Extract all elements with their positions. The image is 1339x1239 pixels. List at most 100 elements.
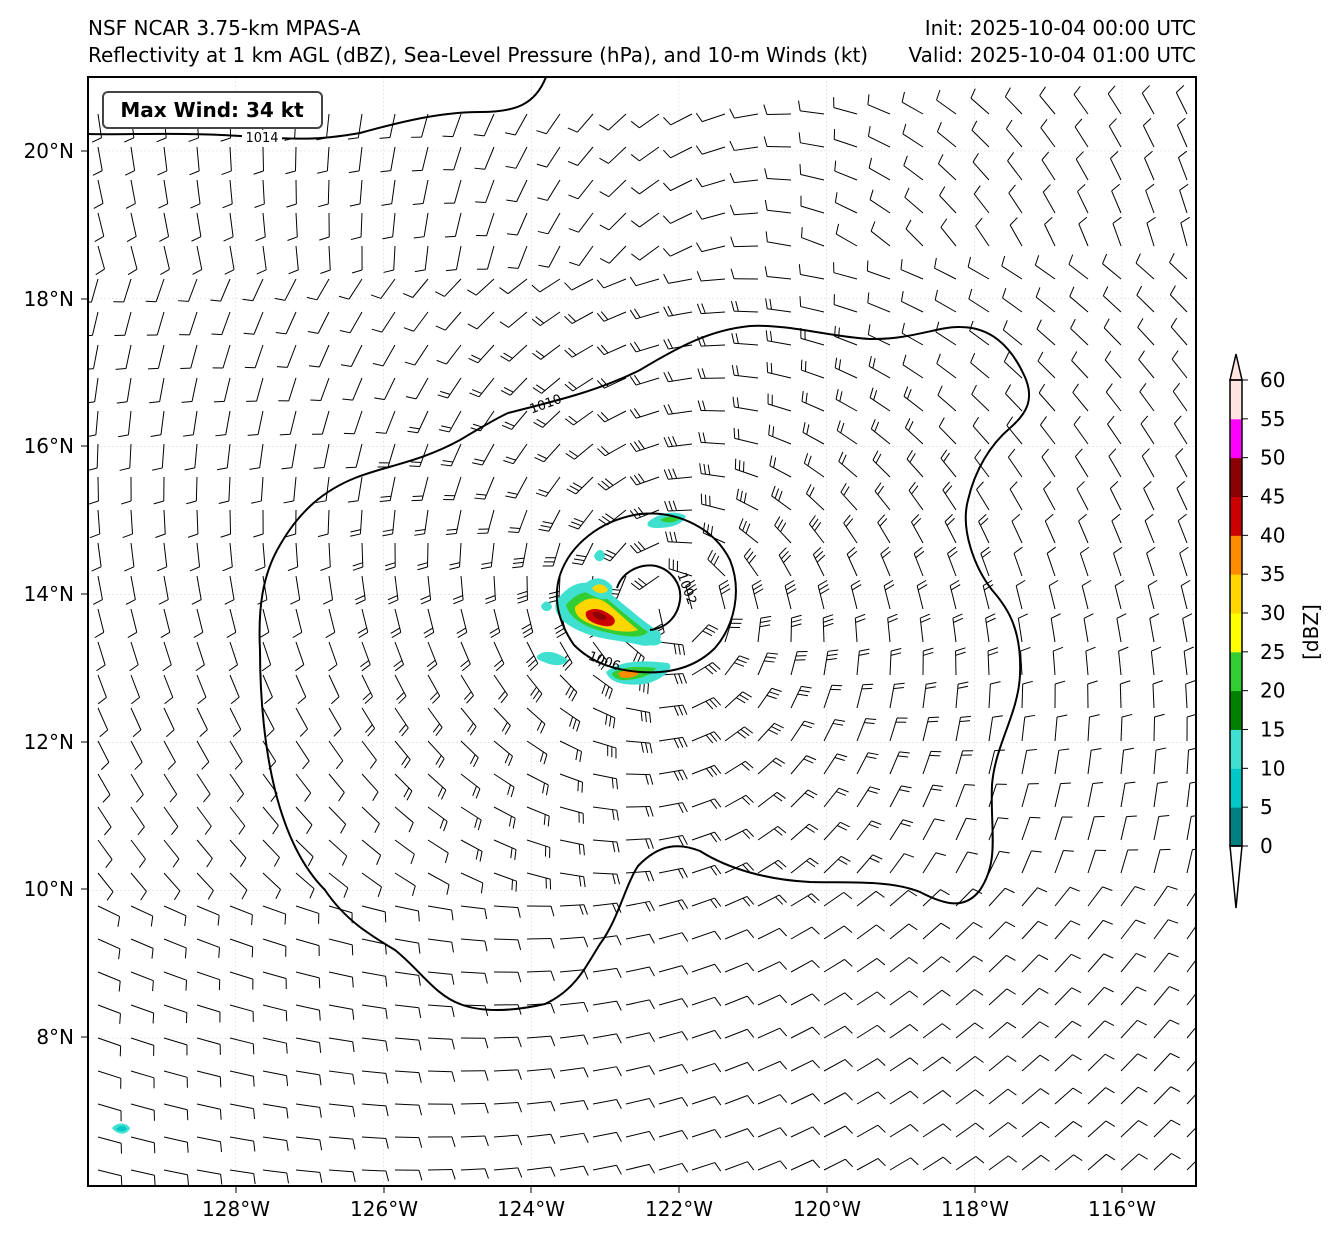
barb-feather — [1009, 217, 1018, 226]
barb-feather — [564, 383, 574, 392]
barb-feather — [1120, 680, 1131, 685]
wind-barb — [394, 773, 413, 801]
barb-feather — [893, 686, 904, 690]
barb-feather — [418, 1040, 422, 1051]
wind-barb — [503, 443, 528, 465]
barb-feather — [1083, 613, 1094, 619]
wind-barb — [630, 212, 660, 228]
barb-feather — [702, 630, 713, 637]
barb-feather — [582, 844, 585, 856]
barb-staff — [130, 1169, 155, 1176]
barb-staff — [222, 344, 231, 369]
barb-feather — [1105, 1120, 1116, 1127]
wind-barb — [597, 410, 627, 423]
wind-barb — [97, 806, 112, 836]
barb-feather — [1203, 1053, 1212, 1057]
wind-barb — [658, 834, 688, 846]
barb-staff — [196, 146, 200, 171]
barb-feather — [440, 464, 452, 467]
barb-feather — [681, 1097, 689, 1107]
wind-barb — [130, 839, 146, 868]
wind-barb — [427, 1136, 456, 1147]
wind-barb — [468, 344, 495, 364]
barb-feather — [517, 972, 522, 983]
wind-barb — [262, 1103, 289, 1119]
barb-staff — [823, 1059, 846, 1072]
barb-staff — [1054, 886, 1071, 907]
wind-barb — [382, 212, 396, 240]
barb-staff — [608, 146, 627, 164]
wind-barb — [1186, 992, 1196, 1006]
barb-staff — [988, 1021, 1008, 1039]
wind-barb — [757, 791, 786, 808]
barb-staff — [767, 276, 792, 280]
wind-barb — [92, 575, 103, 605]
wind-barb — [444, 212, 462, 238]
title-fields: Reflectivity at 1 km AGL (dBZ), Sea-Leve… — [88, 43, 869, 67]
wind-barb — [1120, 1019, 1147, 1039]
barb-feather — [230, 696, 240, 705]
barb-staff — [658, 1064, 683, 1072]
barb-feather — [809, 857, 819, 865]
wind-barb — [812, 547, 826, 577]
barb-staff — [1021, 750, 1028, 775]
barb-feather — [940, 218, 948, 228]
barb-staff — [970, 362, 990, 379]
wind-barb — [242, 278, 264, 302]
barb-staff — [262, 1037, 287, 1044]
barb-feather — [1170, 1119, 1181, 1126]
wind-barb — [328, 1004, 355, 1020]
wind-barb — [351, 245, 363, 274]
barb-staff — [790, 1126, 813, 1138]
barb-feather — [710, 799, 718, 809]
wind-barb — [387, 575, 399, 605]
wind-barb — [460, 707, 477, 736]
barb-feather — [645, 774, 649, 785]
barb-feather — [372, 363, 384, 367]
barb-feather — [505, 165, 517, 169]
wind-barb — [658, 899, 689, 911]
barb-staff — [361, 872, 382, 888]
barb-feather — [1103, 318, 1110, 329]
barb-feather — [697, 400, 702, 411]
barb-staff — [608, 212, 627, 231]
barb-feather — [286, 1107, 289, 1119]
barb-staff — [394, 971, 419, 976]
barb-feather — [498, 690, 506, 700]
barb-staff — [493, 1167, 518, 1171]
barb-feather — [1135, 919, 1146, 925]
barb-staff — [889, 889, 909, 907]
wind-barb — [493, 806, 516, 829]
barb-staff — [867, 270, 891, 280]
wind-barb — [856, 1124, 886, 1138]
barb-staff — [658, 1129, 683, 1138]
wind-barb — [1054, 680, 1066, 709]
barb-feather — [385, 976, 388, 987]
wind-barb — [460, 1135, 489, 1147]
barb-feather — [517, 1069, 522, 1080]
barb-staff — [625, 1032, 650, 1039]
barb-feather — [891, 648, 902, 652]
wind-barb — [1146, 546, 1156, 577]
barb-feather — [629, 309, 637, 320]
barb-staff — [130, 179, 136, 204]
barb-staff — [196, 806, 212, 827]
barb-feather — [882, 550, 891, 559]
barb-feather — [413, 236, 425, 239]
wind-barb — [625, 773, 654, 785]
wind-barb — [1149, 613, 1160, 643]
barb-staff — [1054, 987, 1073, 1006]
barb-staff — [349, 311, 363, 334]
barb-feather — [867, 126, 871, 137]
wind-barb — [473, 113, 495, 137]
barb-feather — [92, 170, 103, 176]
barb-feather — [504, 753, 510, 764]
wind-barb — [823, 1059, 853, 1072]
barb-staff — [493, 1101, 518, 1105]
barb-staff — [889, 1057, 911, 1072]
barb-staff — [1021, 717, 1026, 742]
barb-feather — [351, 977, 354, 988]
barb-feather — [779, 1160, 788, 1170]
barb-feather — [600, 344, 609, 354]
barb-staff — [691, 930, 715, 940]
